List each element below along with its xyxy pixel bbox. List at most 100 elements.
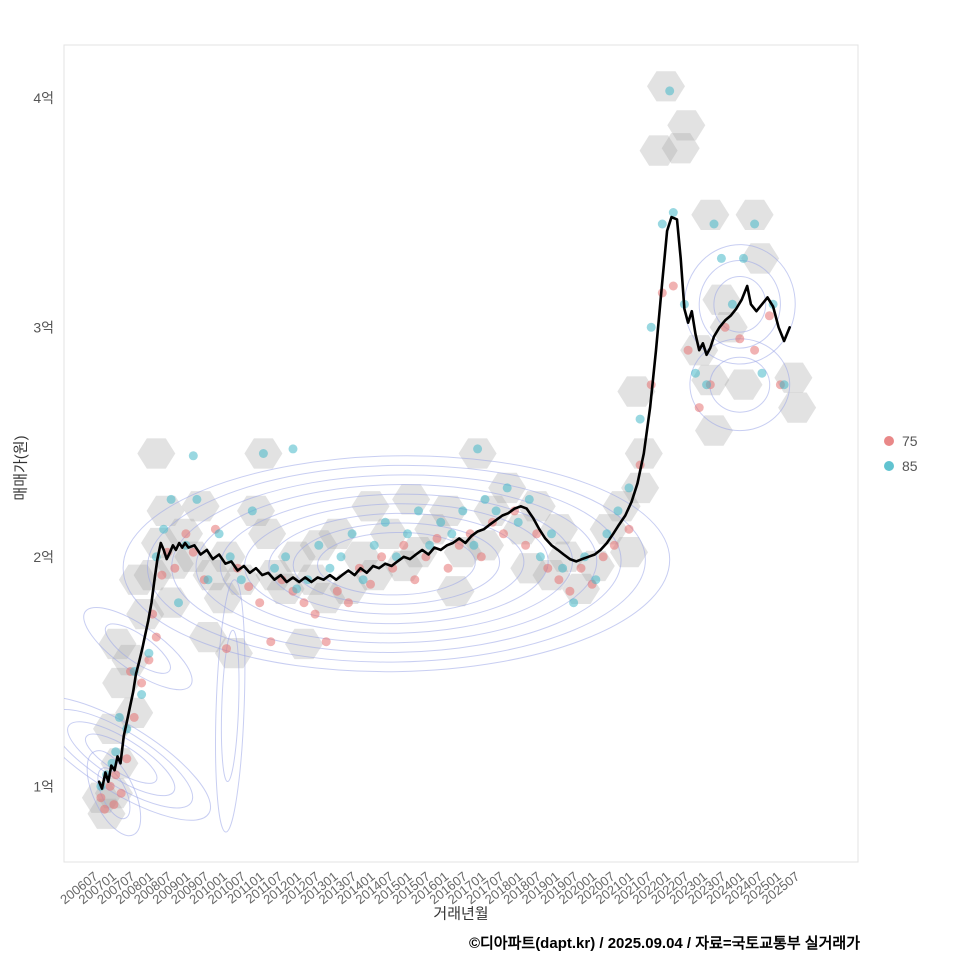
data-point-75	[100, 804, 110, 814]
data-point-85	[114, 712, 124, 722]
data-point-85	[225, 552, 235, 562]
data-point-85	[192, 494, 202, 504]
data-point-75	[151, 632, 161, 642]
contour-ring	[146, 464, 646, 663]
data-point-85	[436, 517, 446, 527]
hexbin-cell	[189, 622, 227, 653]
contour-ring	[268, 512, 525, 615]
hexbin-cell	[466, 530, 504, 561]
contour-ring	[195, 484, 598, 644]
hexbin-cell	[370, 518, 408, 549]
data-point-85	[473, 444, 483, 454]
data-point-85	[458, 506, 468, 516]
data-point-85	[624, 483, 634, 493]
x-axis-title: 거래년월	[433, 905, 489, 923]
data-point-85	[403, 529, 412, 539]
data-point-75	[144, 655, 154, 665]
data-point-85	[314, 540, 324, 550]
data-point-85	[547, 529, 556, 539]
data-point-85	[502, 483, 512, 493]
data-point-75	[116, 788, 126, 798]
data-point-85	[270, 563, 279, 573]
data-point-75	[454, 540, 464, 550]
data-point-85	[657, 219, 667, 229]
data-point-75	[735, 334, 745, 344]
data-point-85	[369, 540, 379, 550]
data-point-75	[532, 529, 542, 539]
hexbin-cell	[152, 587, 191, 618]
legend-marker-75	[884, 436, 894, 446]
data-point-75	[565, 586, 575, 596]
data-point-75	[157, 570, 167, 580]
data-point-75	[499, 529, 508, 539]
contour-ring	[317, 531, 476, 596]
source-credit: ©디아파트(dapt.kr) / 2025.09.04 / 자료=국토교통부 실…	[468, 935, 860, 952]
data-point-85	[480, 494, 490, 504]
y-axis-title: 매매가(원)	[12, 435, 30, 501]
data-point-85	[203, 575, 213, 585]
data-point-85	[591, 575, 601, 585]
hexbin-cell	[277, 541, 316, 572]
hexbin-cell	[647, 71, 685, 102]
data-point-85	[491, 506, 501, 516]
hexbin-cell	[318, 518, 357, 549]
data-point-85	[214, 529, 224, 539]
data-point-85	[558, 563, 568, 573]
data-point-85	[709, 219, 719, 229]
data-point-85	[347, 529, 357, 539]
y-tick-label: 2억	[33, 549, 54, 565]
data-point-85	[779, 380, 789, 390]
data-point-75	[310, 609, 320, 619]
data-point-85	[757, 368, 767, 378]
data-point-85	[716, 253, 726, 263]
data-point-85	[425, 540, 435, 550]
data-point-75	[105, 781, 115, 791]
data-point-85	[668, 208, 678, 217]
hexbin-cell	[661, 133, 700, 164]
hexbin-cell	[735, 199, 774, 230]
data-point-75	[399, 540, 409, 550]
hexbin-cell	[724, 369, 763, 400]
data-point-75	[543, 563, 553, 573]
data-point-85	[137, 690, 147, 699]
data-point-85	[727, 299, 737, 309]
data-point-85	[111, 747, 121, 757]
data-point-75	[96, 793, 106, 803]
legend-label-85: 85	[902, 458, 918, 474]
legend-item-75[interactable]: 75	[884, 433, 918, 449]
data-point-75	[410, 575, 420, 585]
data-point-85	[702, 380, 712, 390]
contour-ring	[292, 522, 501, 605]
hexbin-cell	[98, 628, 137, 660]
legend-item-85[interactable]: 85	[884, 458, 918, 474]
data-point-75	[377, 552, 387, 562]
data-point-75	[321, 637, 331, 647]
hexbin-cell	[621, 472, 660, 504]
contour-ring	[215, 579, 246, 833]
hexbin-cell	[602, 491, 641, 522]
data-point-75	[443, 563, 453, 573]
data-point-85	[739, 253, 748, 263]
data-point-85	[144, 648, 154, 658]
data-point-85	[292, 584, 302, 594]
data-point-85	[414, 506, 423, 516]
data-point-75	[343, 598, 353, 608]
contour-ring	[713, 276, 767, 333]
data-point-85	[325, 563, 335, 573]
data-point-75	[332, 586, 342, 596]
hexbin-cell	[741, 243, 780, 274]
data-point-75	[181, 529, 191, 539]
contour-ring	[220, 629, 240, 783]
data-point-75	[111, 770, 121, 780]
data-point-85	[513, 517, 523, 527]
x-axis-ticks: 2006072007012007072008012008072009012009…	[57, 869, 802, 908]
data-point-75	[188, 547, 198, 557]
legend: 75 85	[884, 433, 918, 474]
hexbin-cell	[610, 537, 648, 568]
data-point-85	[691, 368, 700, 378]
hexbin-cell	[667, 110, 706, 141]
data-point-85	[188, 451, 198, 461]
data-point-75	[668, 281, 678, 291]
data-point-75	[694, 403, 704, 413]
